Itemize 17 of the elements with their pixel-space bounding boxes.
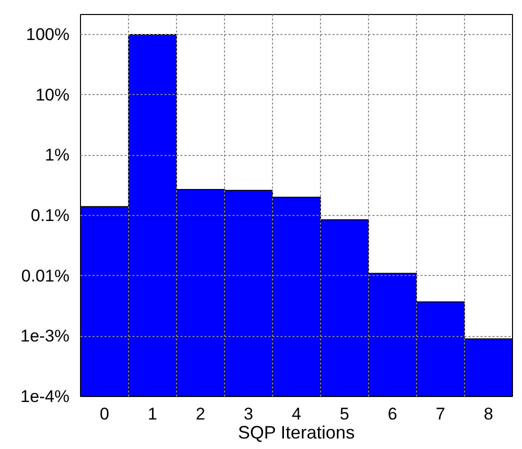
x-tick-label: 0 (100, 404, 110, 424)
y-tick-label: 1% (44, 146, 70, 165)
y-tick-label: 1e-3% (20, 326, 70, 346)
x-axis-title: SQP Iterations (238, 422, 355, 442)
x-tick-label: 7 (436, 404, 446, 424)
y-tick-label: 100% (26, 24, 70, 44)
x-tick-label: 2 (196, 404, 206, 424)
x-tick-label: 5 (340, 404, 350, 424)
x-tick-label: 4 (292, 404, 302, 424)
x-tick-label: 6 (388, 404, 398, 424)
x-tick-label: 8 (484, 404, 494, 424)
x-tick-label: 3 (244, 404, 254, 424)
x-tick-label: 1 (148, 404, 158, 424)
y-tick-label: 1e-4% (20, 387, 70, 406)
y-tick-label: 10% (35, 85, 70, 104)
y-tick-label: 0.01% (21, 266, 70, 286)
y-tick-label: 0.1% (30, 206, 70, 225)
